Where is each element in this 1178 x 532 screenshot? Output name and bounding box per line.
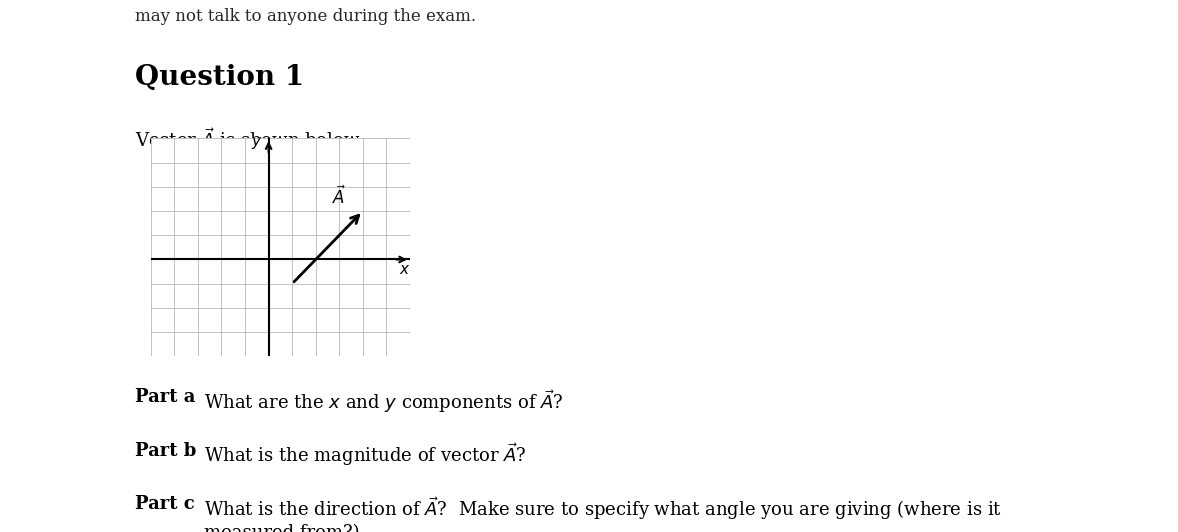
Text: What are the $x$ and $y$ components of $\vec{A}$?: What are the $x$ and $y$ components of $… bbox=[204, 388, 563, 415]
Text: $y$: $y$ bbox=[251, 135, 263, 151]
Text: $x$: $x$ bbox=[399, 263, 411, 277]
Text: Part a: Part a bbox=[135, 388, 196, 406]
Text: $\vec{A}$: $\vec{A}$ bbox=[332, 185, 346, 208]
Text: Question 1: Question 1 bbox=[135, 64, 305, 91]
Text: Part b: Part b bbox=[135, 442, 197, 460]
Text: What is the magnitude of vector $\vec{A}$?: What is the magnitude of vector $\vec{A}… bbox=[204, 442, 527, 468]
Text: Vector $\vec{A}$ is shown below.: Vector $\vec{A}$ is shown below. bbox=[135, 128, 365, 151]
Text: What is the direction of $\vec{A}$?  Make sure to specify what angle you are giv: What is the direction of $\vec{A}$? Make… bbox=[204, 495, 1001, 532]
Text: may not talk to anyone during the exam.: may not talk to anyone during the exam. bbox=[135, 8, 477, 25]
Text: Part c: Part c bbox=[135, 495, 196, 513]
